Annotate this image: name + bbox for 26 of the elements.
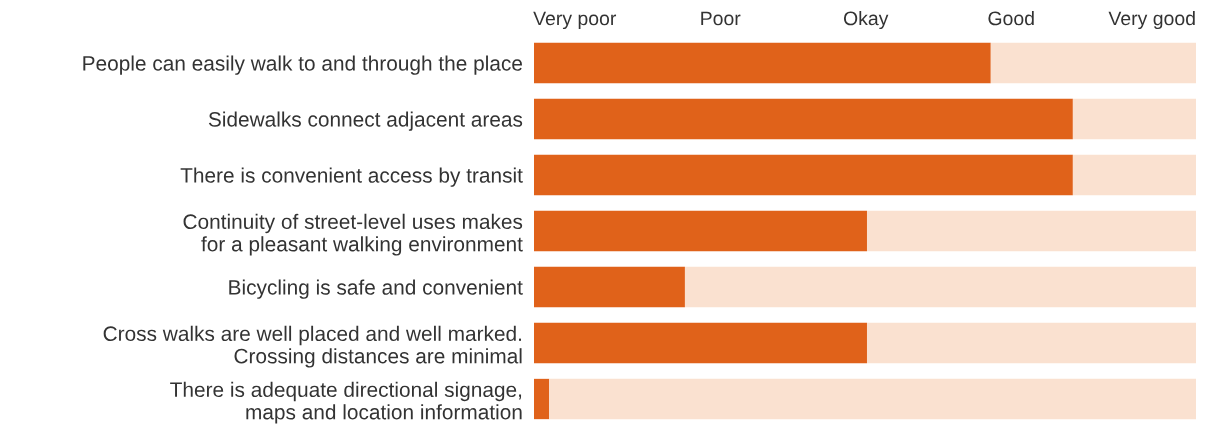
bar <box>534 322 867 364</box>
bar <box>534 154 1073 196</box>
bar <box>549 378 1196 420</box>
bar <box>1072 154 1196 196</box>
text: Okay <box>843 10 889 30</box>
bar <box>684 266 1196 308</box>
y-tick-label: There is convenient access by transit <box>180 167 523 187</box>
bar <box>990 42 1196 84</box>
text: Good <box>988 10 1034 26</box>
bar <box>866 322 1196 364</box>
bar <box>534 42 991 84</box>
bar <box>534 210 867 252</box>
bar <box>1072 98 1196 140</box>
y-tick-label: Sidewalks connect adjacent areas <box>208 111 523 131</box>
text: Poor <box>701 11 741 26</box>
y-tick-label: There is adequate directional signage, maps and location information <box>170 381 522 424</box>
bar <box>534 266 685 308</box>
text: Very good <box>1108 10 1195 30</box>
bar <box>534 378 550 420</box>
y-tick-label: Bicycling is safe and convenient <box>229 279 523 299</box>
y-tick-label: People can easily walk to and through the place <box>83 55 522 75</box>
text: Very poor <box>533 11 617 30</box>
y-tick-label: Continuity of street-level uses makes for a pleasant walking environment <box>183 213 523 256</box>
y-tick-label: Cross walks are well placed and well marked. Crossing distances are minimal <box>103 325 522 368</box>
bar <box>534 98 1073 140</box>
bar <box>866 210 1196 252</box>
